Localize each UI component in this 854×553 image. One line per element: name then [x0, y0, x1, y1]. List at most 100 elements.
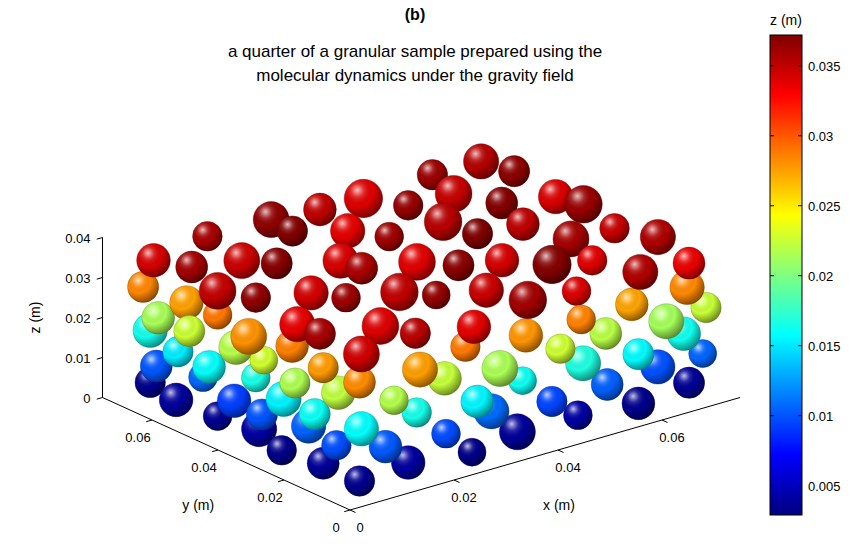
sphere-shading [649, 304, 684, 339]
z-tick [97, 318, 103, 320]
chart-svg: (b)a quarter of a granular sample prepar… [0, 0, 854, 553]
sphere-shading [241, 283, 271, 313]
sphere-group [375, 222, 404, 251]
x-tick [558, 450, 564, 453]
sphere-group [193, 222, 223, 252]
sphere-group [640, 220, 675, 255]
sphere-shading [380, 386, 409, 415]
colorbar-tick-label: 0.02 [808, 269, 833, 284]
sphere-group [400, 318, 430, 348]
sphere-group [267, 436, 297, 466]
sphere [509, 319, 543, 353]
sphere-shading [673, 247, 705, 279]
sphere [393, 191, 423, 221]
sphere-group [622, 387, 655, 420]
sphere [623, 254, 658, 289]
sphere-group [308, 353, 338, 383]
sphere-shading [533, 245, 571, 283]
sphere-group [623, 254, 658, 289]
z-tick [97, 238, 103, 240]
sphere-group [432, 419, 461, 448]
sphere-group [498, 156, 529, 187]
sphere-group [469, 273, 503, 307]
chart-title: molecular dynamics under the gravity fie… [256, 66, 573, 85]
sphere-shading [193, 222, 223, 252]
sphere [567, 305, 596, 334]
sphere [461, 385, 494, 418]
sphere [577, 246, 607, 276]
sphere [142, 302, 175, 335]
sphere-group [443, 250, 474, 281]
sphere-shading [469, 273, 503, 307]
sphere-group [304, 193, 337, 226]
x-axis-title: x (m) [543, 497, 575, 513]
sphere-shading [509, 319, 543, 353]
sphere [600, 214, 630, 244]
z-axis-title: z (m) [27, 302, 43, 334]
y-tick [278, 480, 284, 482]
sphere [562, 277, 591, 306]
sphere [261, 248, 292, 279]
y-tick [212, 450, 218, 452]
sphere-group [457, 310, 491, 344]
sphere-group [507, 208, 540, 241]
sphere [533, 245, 571, 283]
sphere-shading [673, 367, 704, 398]
sphere-group [304, 318, 335, 349]
sphere-group [170, 286, 204, 320]
sphere-shading [267, 436, 297, 466]
sphere [422, 281, 450, 309]
colorbar-tick-label: 0.015 [808, 339, 841, 354]
sphere-shading [623, 339, 654, 370]
sphere-group [458, 438, 486, 466]
x-tick [350, 510, 356, 513]
sphere-shading [332, 283, 361, 312]
sphere [217, 384, 251, 418]
colorbar-tick-label: 0.025 [808, 199, 841, 214]
sphere-shading [457, 310, 491, 344]
sphere [469, 273, 503, 307]
y-tick [344, 510, 350, 512]
sphere-group [393, 191, 423, 221]
sphere [615, 288, 648, 321]
y-tick-label: 0.06 [125, 430, 150, 445]
sphere-group [615, 288, 648, 321]
sphere-group [565, 186, 603, 224]
sphere [344, 179, 382, 217]
chart-title: a quarter of a granular sample prepared … [228, 42, 602, 61]
sphere [280, 368, 310, 398]
sphere-group [344, 412, 378, 446]
sphere-shading [344, 179, 382, 217]
sphere-group [509, 281, 547, 319]
sphere-group [567, 305, 596, 334]
y-tick-label: 0.04 [191, 460, 216, 475]
sphere [294, 276, 328, 310]
sphere-group [673, 367, 704, 398]
sphere-shading [509, 281, 547, 319]
sphere-shading [432, 419, 461, 448]
sphere-group [623, 339, 654, 370]
sphere-shading [482, 351, 518, 387]
sphere-shading [137, 243, 171, 277]
sphere-shading [280, 368, 310, 398]
sphere-group [485, 243, 519, 277]
sphere-shading [546, 334, 576, 364]
sphere-shading [567, 305, 596, 334]
sphere [332, 283, 361, 312]
sphere-group [137, 243, 171, 277]
sphere [380, 386, 409, 415]
sphere [443, 250, 474, 281]
sphere-group [380, 386, 409, 415]
x-tick-label: 0.02 [451, 490, 476, 505]
sphere-group [464, 144, 499, 179]
y-axis-title: y (m) [182, 497, 214, 513]
sphere-shading [600, 214, 630, 244]
sphere [537, 386, 567, 416]
colorbar-tick [770, 275, 774, 276]
sphere [432, 419, 461, 448]
sphere-group [422, 281, 450, 309]
sphere-shading [564, 401, 593, 430]
sphere-shading [176, 251, 208, 283]
sphere [193, 222, 223, 252]
colorbar-tick [798, 415, 802, 416]
